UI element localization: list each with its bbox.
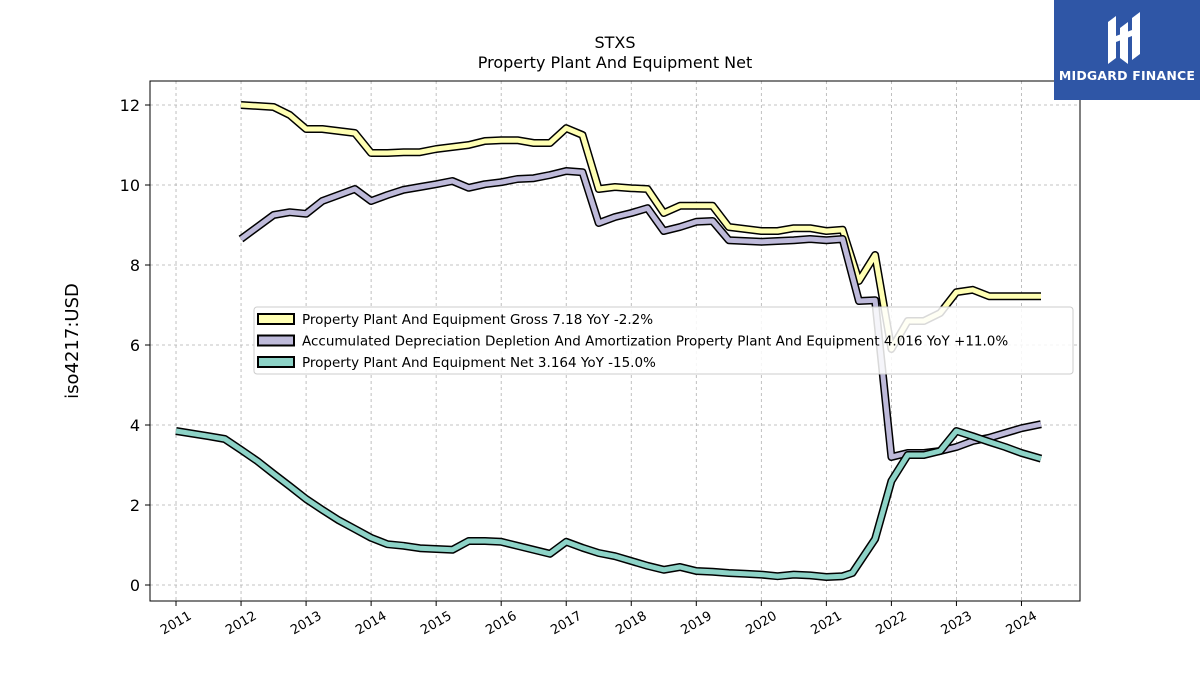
legend-swatch-0 [257,313,295,325]
logo-text: MIDGARD FINANCE [1058,68,1196,83]
legend-box [253,306,1074,375]
chart-title: STXS [594,33,635,52]
midgard-logo-icon [1108,12,1140,64]
x-tick-label: 2022 [874,609,910,639]
x-tick-label: 2024 [1004,609,1040,639]
x-tick-label: 2013 [288,609,324,639]
y-tick-label: 12 [120,96,140,115]
x-tick-label: 2016 [483,609,519,639]
y-tick-label: 6 [130,336,140,355]
midgard-finance-logo: MIDGARD FINANCE [1054,0,1200,100]
legend: Property Plant And Equipment Gross 7.18 … [253,306,1074,375]
x-tick-label: 2015 [418,609,454,639]
legend-swatch-2 [257,356,295,368]
x-tick-label: 2017 [548,609,584,639]
x-tick-label: 2020 [743,609,779,639]
y-axis-label: iso4217:USD [62,283,83,399]
y-tick-label: 10 [120,176,140,195]
legend-label-2: Property Plant And Equipment Net 3.164 Y… [302,355,656,371]
y-tick-label: 8 [130,256,140,275]
y-tick-label: 2 [130,496,140,515]
x-tick-label: 2019 [678,609,714,639]
x-tick-label: 2012 [223,609,259,639]
series-layer [175,101,1043,581]
x-tick-label: 2011 [158,609,194,639]
x-tick-label: 2023 [939,609,975,639]
x-tick-label: 2014 [353,609,389,639]
chart-subtitle: Property Plant And Equipment Net [478,53,753,72]
plot-area [149,80,1081,602]
y-tick-label: 0 [130,576,140,595]
legend-swatch-1 [257,334,295,347]
series-line-2 [175,428,1042,580]
x-tick-label: 2018 [613,609,649,639]
y-tick-label: 4 [130,416,140,435]
legend-label-1: Accumulated Depreciation Depletion And A… [302,334,1008,350]
legend-label-0: Property Plant And Equipment Gross 7.18 … [302,312,653,328]
x-tick-label: 2021 [809,609,845,639]
